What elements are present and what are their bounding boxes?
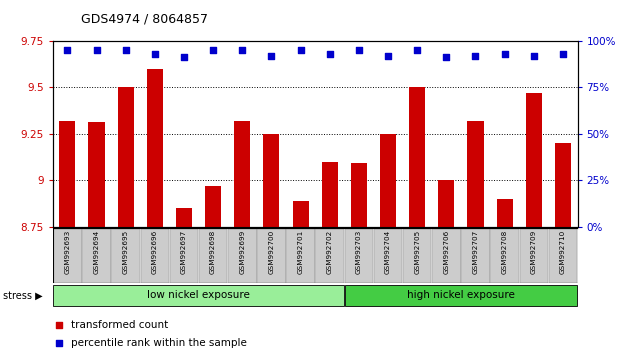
Text: GSM992710: GSM992710 xyxy=(560,230,566,274)
Point xyxy=(237,47,247,53)
Text: low nickel exposure: low nickel exposure xyxy=(147,290,250,300)
Point xyxy=(354,47,364,53)
Text: GSM992699: GSM992699 xyxy=(239,230,245,274)
Bar xyxy=(345,229,373,282)
Bar xyxy=(111,229,140,282)
Bar xyxy=(526,93,542,227)
Text: GSM992704: GSM992704 xyxy=(385,230,391,274)
Bar xyxy=(468,121,484,227)
Bar xyxy=(403,229,432,282)
Point xyxy=(91,47,101,53)
Text: GSM992700: GSM992700 xyxy=(268,230,274,274)
Bar xyxy=(409,87,425,227)
Bar xyxy=(53,229,81,282)
Bar xyxy=(555,143,571,227)
Point xyxy=(412,47,422,53)
Text: GSM992703: GSM992703 xyxy=(356,230,362,274)
Text: GSM992705: GSM992705 xyxy=(414,230,420,274)
Bar xyxy=(140,229,169,282)
Point xyxy=(383,53,393,58)
Bar xyxy=(234,121,250,227)
Point xyxy=(120,47,130,53)
Bar xyxy=(520,229,548,282)
Point xyxy=(325,51,335,57)
Point xyxy=(442,55,451,60)
Text: GSM992707: GSM992707 xyxy=(473,230,479,274)
Point xyxy=(471,53,481,58)
Bar xyxy=(257,229,286,282)
Point xyxy=(558,51,568,57)
Text: GSM992693: GSM992693 xyxy=(65,230,70,274)
Bar xyxy=(82,229,111,282)
Bar xyxy=(205,185,221,227)
Text: GSM992696: GSM992696 xyxy=(152,230,158,274)
Point xyxy=(179,55,189,60)
Text: GSM992698: GSM992698 xyxy=(210,230,216,274)
Bar xyxy=(53,285,344,306)
Bar xyxy=(461,229,490,282)
Point xyxy=(208,47,218,53)
Bar xyxy=(432,229,461,282)
Text: stress ▶: stress ▶ xyxy=(3,290,43,301)
Text: GSM992709: GSM992709 xyxy=(531,230,537,274)
Point xyxy=(296,47,306,53)
Text: high nickel exposure: high nickel exposure xyxy=(407,290,515,300)
Text: GSM992694: GSM992694 xyxy=(94,230,99,274)
Bar xyxy=(60,121,75,227)
Point xyxy=(54,322,64,328)
Bar xyxy=(374,229,402,282)
Text: GSM992697: GSM992697 xyxy=(181,230,187,274)
Bar xyxy=(228,229,256,282)
Point xyxy=(266,53,276,58)
Text: GDS4974 / 8064857: GDS4974 / 8064857 xyxy=(81,12,208,25)
Text: GSM992706: GSM992706 xyxy=(443,230,450,274)
Text: GSM992701: GSM992701 xyxy=(297,230,304,274)
Bar xyxy=(322,161,338,227)
Bar xyxy=(199,229,227,282)
Bar xyxy=(263,133,279,227)
Bar xyxy=(345,285,578,306)
Text: GSM992708: GSM992708 xyxy=(502,230,507,274)
Text: GSM992702: GSM992702 xyxy=(327,230,333,274)
Bar xyxy=(89,122,104,227)
Point xyxy=(62,47,72,53)
Bar xyxy=(438,180,455,227)
Point xyxy=(500,51,510,57)
Bar xyxy=(117,87,134,227)
Bar xyxy=(491,229,519,282)
Bar xyxy=(315,229,344,282)
Text: transformed count: transformed count xyxy=(71,320,168,330)
Bar xyxy=(176,208,192,227)
Bar xyxy=(286,229,315,282)
Point xyxy=(54,340,64,346)
Bar xyxy=(170,229,198,282)
Bar xyxy=(351,163,367,227)
Text: percentile rank within the sample: percentile rank within the sample xyxy=(71,338,247,348)
Bar xyxy=(380,133,396,227)
Bar xyxy=(147,69,163,227)
Bar xyxy=(549,229,578,282)
Point xyxy=(150,51,160,57)
Point xyxy=(529,53,539,58)
Bar xyxy=(497,199,513,227)
Bar xyxy=(292,200,309,227)
Text: GSM992695: GSM992695 xyxy=(123,230,129,274)
